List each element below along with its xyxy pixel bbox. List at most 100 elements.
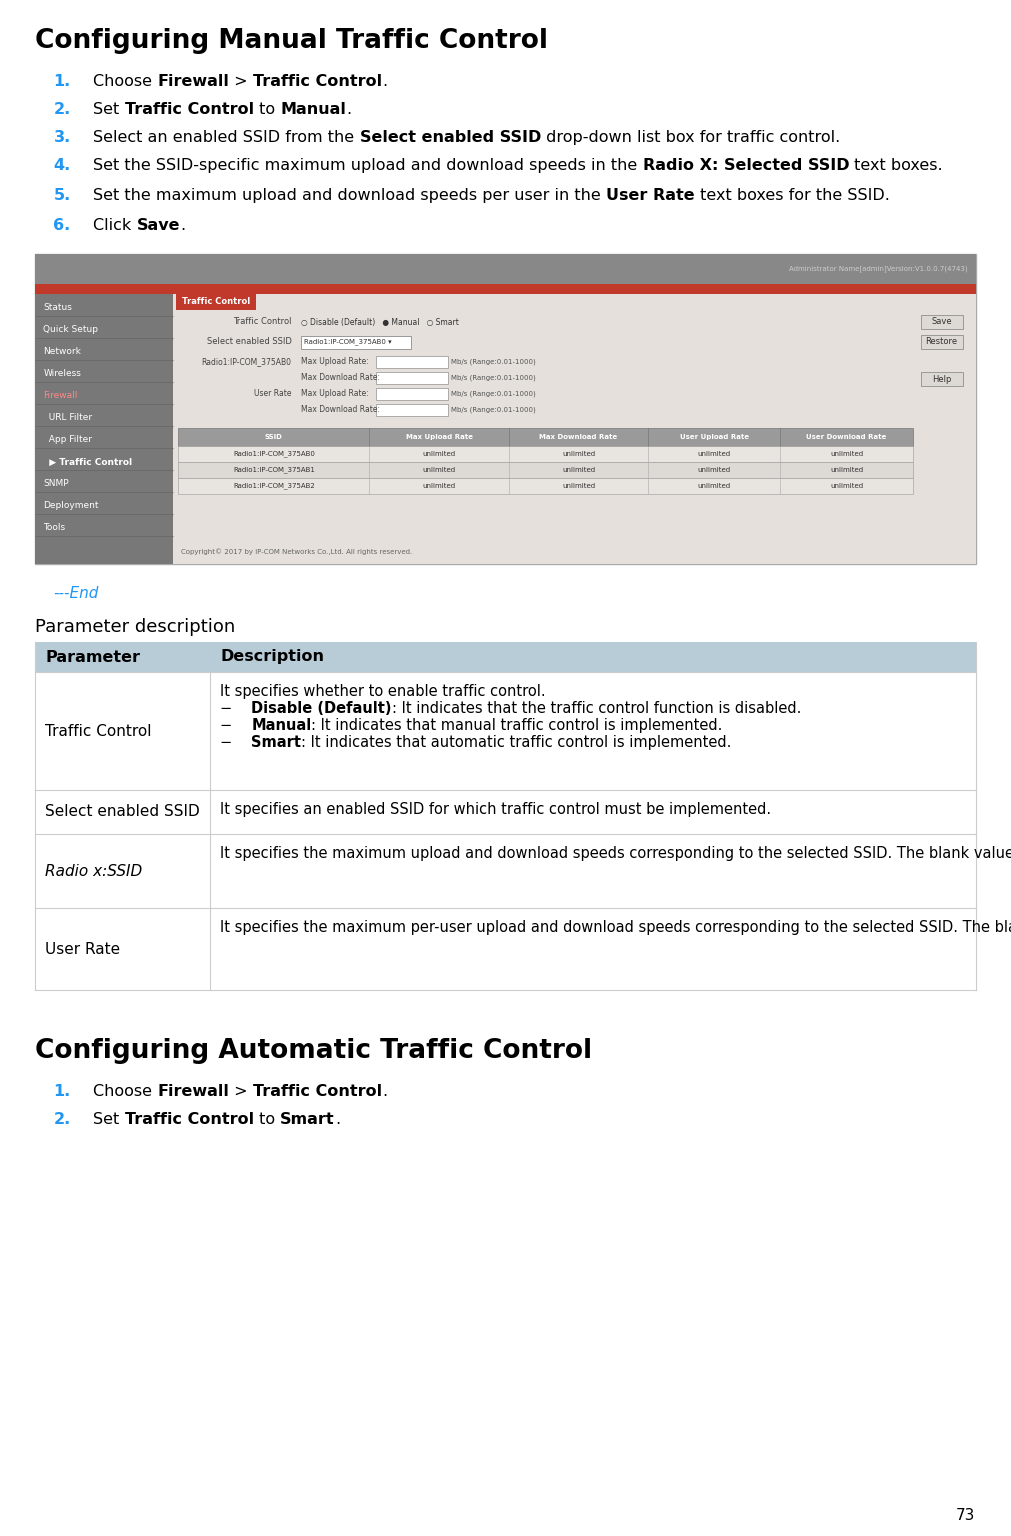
Text: Set: Set	[93, 101, 124, 117]
Text: Deployment: Deployment	[43, 501, 99, 510]
Text: : It indicates that the traffic control function is disabled.: : It indicates that the traffic control …	[391, 700, 801, 716]
Text: Set the maximum upload and download speeds per user in the: Set the maximum upload and download spee…	[93, 187, 607, 203]
Text: unlimited: unlimited	[423, 452, 456, 458]
Text: 5.: 5.	[54, 187, 71, 203]
Text: Choose: Choose	[93, 1084, 158, 1098]
Text: It specifies the maximum upload and download speeds corresponding to the selecte: It specifies the maximum upload and down…	[220, 846, 1011, 862]
Text: to: to	[254, 1112, 280, 1127]
Text: Radio1:IP-COM_375AB0: Radio1:IP-COM_375AB0	[201, 358, 291, 367]
Text: Mb/s (Range:0.01-1000): Mb/s (Range:0.01-1000)	[451, 359, 536, 366]
Text: It specifies whether to enable traffic control.: It specifies whether to enable traffic c…	[220, 684, 546, 699]
Text: .: .	[382, 74, 387, 89]
Text: Select enabled SSID: Select enabled SSID	[206, 338, 291, 347]
Text: Firewall: Firewall	[158, 74, 229, 89]
Text: Select enabled SSID: Select enabled SSID	[360, 131, 541, 144]
Text: Choose: Choose	[93, 74, 158, 89]
Text: URL Filter: URL Filter	[43, 413, 93, 422]
Bar	[35, 908, 976, 991]
Bar	[376, 404, 449, 416]
Text: Firewall: Firewall	[158, 1084, 229, 1098]
Text: Radio x:SSID: Radio x:SSID	[45, 863, 143, 879]
Text: −: −	[220, 700, 251, 716]
Text: ▶ Traffic Control: ▶ Traffic Control	[43, 458, 132, 467]
Text: SNMP: SNMP	[43, 479, 69, 488]
Text: User Rate: User Rate	[607, 187, 695, 203]
Text: Selected SSID: Selected SSID	[724, 158, 849, 174]
Text: Administrator Name[admin]Version:V1.0.0.7(4743): Administrator Name[admin]Version:V1.0.0.…	[789, 266, 968, 272]
Text: Configuring Automatic Traffic Control: Configuring Automatic Traffic Control	[35, 1038, 592, 1064]
Text: text boxes.: text boxes.	[849, 158, 943, 174]
Text: It specifies an enabled SSID for which traffic control must be implemented.: It specifies an enabled SSID for which t…	[220, 802, 771, 817]
Text: It specifies the maximum per-user upload and download speeds corresponding to th: It specifies the maximum per-user upload…	[220, 920, 1011, 935]
Text: Mb/s (Range:0.01-1000): Mb/s (Range:0.01-1000)	[451, 407, 536, 413]
Bar	[921, 315, 962, 329]
Text: Select enabled SSID: Select enabled SSID	[45, 805, 200, 820]
Text: : It indicates that automatic traffic control is implemented.: : It indicates that automatic traffic co…	[301, 736, 732, 750]
Text: drop-down list box for traffic control.: drop-down list box for traffic control.	[541, 131, 840, 144]
Text: 2.: 2.	[54, 101, 71, 117]
Text: unlimited: unlimited	[698, 467, 731, 473]
Bar	[35, 834, 976, 908]
Text: −: −	[220, 717, 251, 733]
Text: −: −	[220, 736, 251, 750]
Bar	[35, 642, 976, 673]
Text: Max Upload Rate: Max Upload Rate	[405, 435, 472, 439]
Text: User Rate: User Rate	[45, 942, 120, 957]
Text: unlimited: unlimited	[562, 452, 595, 458]
Bar	[35, 253, 976, 284]
Text: unlimited: unlimited	[562, 482, 595, 488]
Text: Configuring Manual Traffic Control: Configuring Manual Traffic Control	[35, 28, 548, 54]
Text: Traffic Control: Traffic Control	[253, 1084, 382, 1098]
Text: SSID: SSID	[265, 435, 283, 439]
Text: Wireless: Wireless	[43, 370, 81, 378]
Text: Max Download Rate:: Max Download Rate:	[301, 406, 380, 415]
Text: unlimited: unlimited	[830, 467, 863, 473]
Text: Traffic Control: Traffic Control	[45, 723, 152, 739]
Text: .: .	[335, 1112, 340, 1127]
Text: .: .	[346, 101, 351, 117]
Bar	[376, 389, 449, 399]
Text: Disable (Default): Disable (Default)	[251, 700, 391, 716]
Text: Network: Network	[43, 347, 81, 356]
Text: Radio1:IP-COM_375AB0: Radio1:IP-COM_375AB0	[233, 450, 314, 458]
Text: Firewall: Firewall	[43, 392, 78, 401]
Bar	[35, 790, 976, 834]
Bar	[35, 253, 976, 564]
Text: Radio1:IP-COM_375AB2: Radio1:IP-COM_375AB2	[233, 482, 314, 490]
Bar	[173, 293, 976, 564]
Text: User Rate: User Rate	[254, 390, 291, 398]
Text: Description: Description	[220, 650, 325, 665]
Text: unlimited: unlimited	[423, 467, 456, 473]
Text: Smart: Smart	[251, 736, 301, 750]
Text: unlimited: unlimited	[830, 482, 863, 488]
Text: Quick Setup: Quick Setup	[43, 326, 98, 335]
Text: Manual: Manual	[280, 101, 346, 117]
Bar	[301, 335, 411, 349]
Text: Save: Save	[136, 218, 180, 233]
Bar	[178, 478, 913, 495]
Text: Traffic Control: Traffic Control	[182, 298, 251, 307]
Text: Radio1:IP-COM_375AB1: Radio1:IP-COM_375AB1	[233, 467, 314, 473]
Text: Manual: Manual	[251, 717, 311, 733]
Text: unlimited: unlimited	[830, 452, 863, 458]
Text: Max Upload Rate:: Max Upload Rate:	[301, 358, 369, 367]
Text: 3.: 3.	[54, 131, 71, 144]
Text: 73: 73	[956, 1508, 976, 1524]
Bar	[35, 293, 173, 564]
Text: 4.: 4.	[54, 158, 71, 174]
Text: 6.: 6.	[54, 218, 71, 233]
Text: Radio1:IP-COM_375AB0 ▾: Radio1:IP-COM_375AB0 ▾	[304, 338, 392, 346]
Bar	[178, 445, 913, 462]
Text: unlimited: unlimited	[562, 467, 595, 473]
Text: >: >	[229, 74, 253, 89]
Bar	[35, 284, 976, 293]
Text: 1.: 1.	[54, 1084, 71, 1098]
Text: .: .	[382, 1084, 387, 1098]
Text: User Upload Rate: User Upload Rate	[679, 435, 749, 439]
Text: Smart: Smart	[280, 1112, 335, 1127]
Text: text boxes for the SSID.: text boxes for the SSID.	[695, 187, 890, 203]
Text: Set the SSID-specific maximum upload and download speeds in the: Set the SSID-specific maximum upload and…	[93, 158, 643, 174]
Bar	[921, 372, 962, 386]
Text: Traffic Control: Traffic Control	[253, 74, 382, 89]
Text: 1.: 1.	[54, 74, 71, 89]
